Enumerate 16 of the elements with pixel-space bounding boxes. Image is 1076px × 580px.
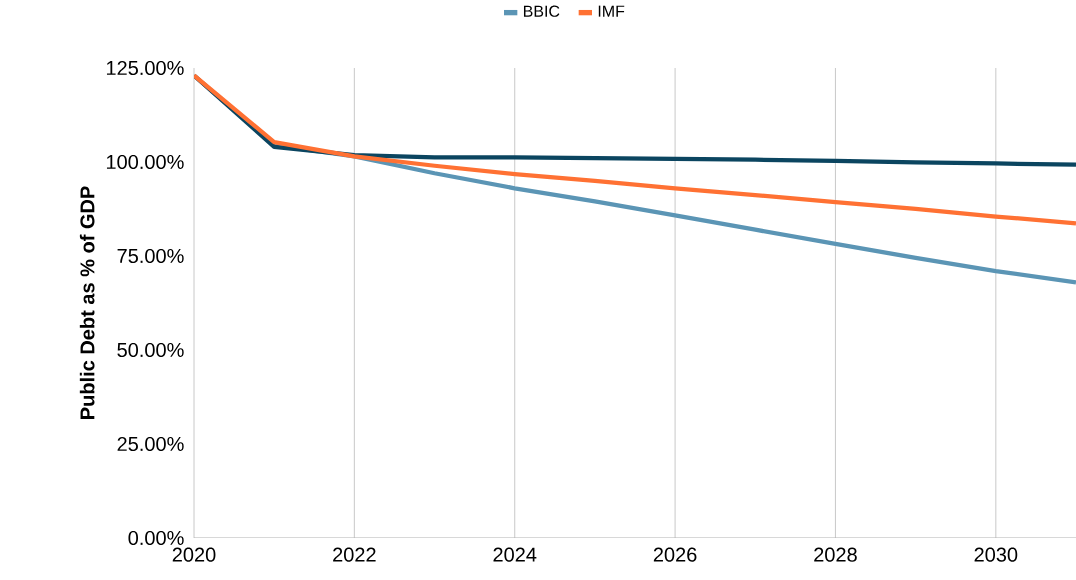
y-tick-label: 50.00% (117, 342, 184, 358)
line-series (194, 73, 1076, 226)
legend-label: IMF (598, 5, 625, 17)
y-tick-label: 75.00% (117, 248, 184, 264)
y-tick-label: 25.00% (117, 436, 184, 452)
x-tick-label: 2028 (814, 547, 857, 562)
y-tick-label: 0.00% (128, 530, 184, 546)
legend-label: BBIC (523, 5, 560, 17)
x-tick-label: 2026 (653, 547, 697, 562)
x-tick-label: 2020 (172, 547, 216, 562)
y-tick-label: 100.00% (106, 154, 184, 170)
y-tick-label: 125.00% (106, 60, 184, 76)
x-tick-label: 2024 (493, 547, 537, 562)
y-axis-title: Public Debt as % of GDP (79, 186, 95, 419)
x-tick-label: 2022 (333, 547, 376, 562)
x-tick-label: 2030 (974, 547, 1018, 562)
